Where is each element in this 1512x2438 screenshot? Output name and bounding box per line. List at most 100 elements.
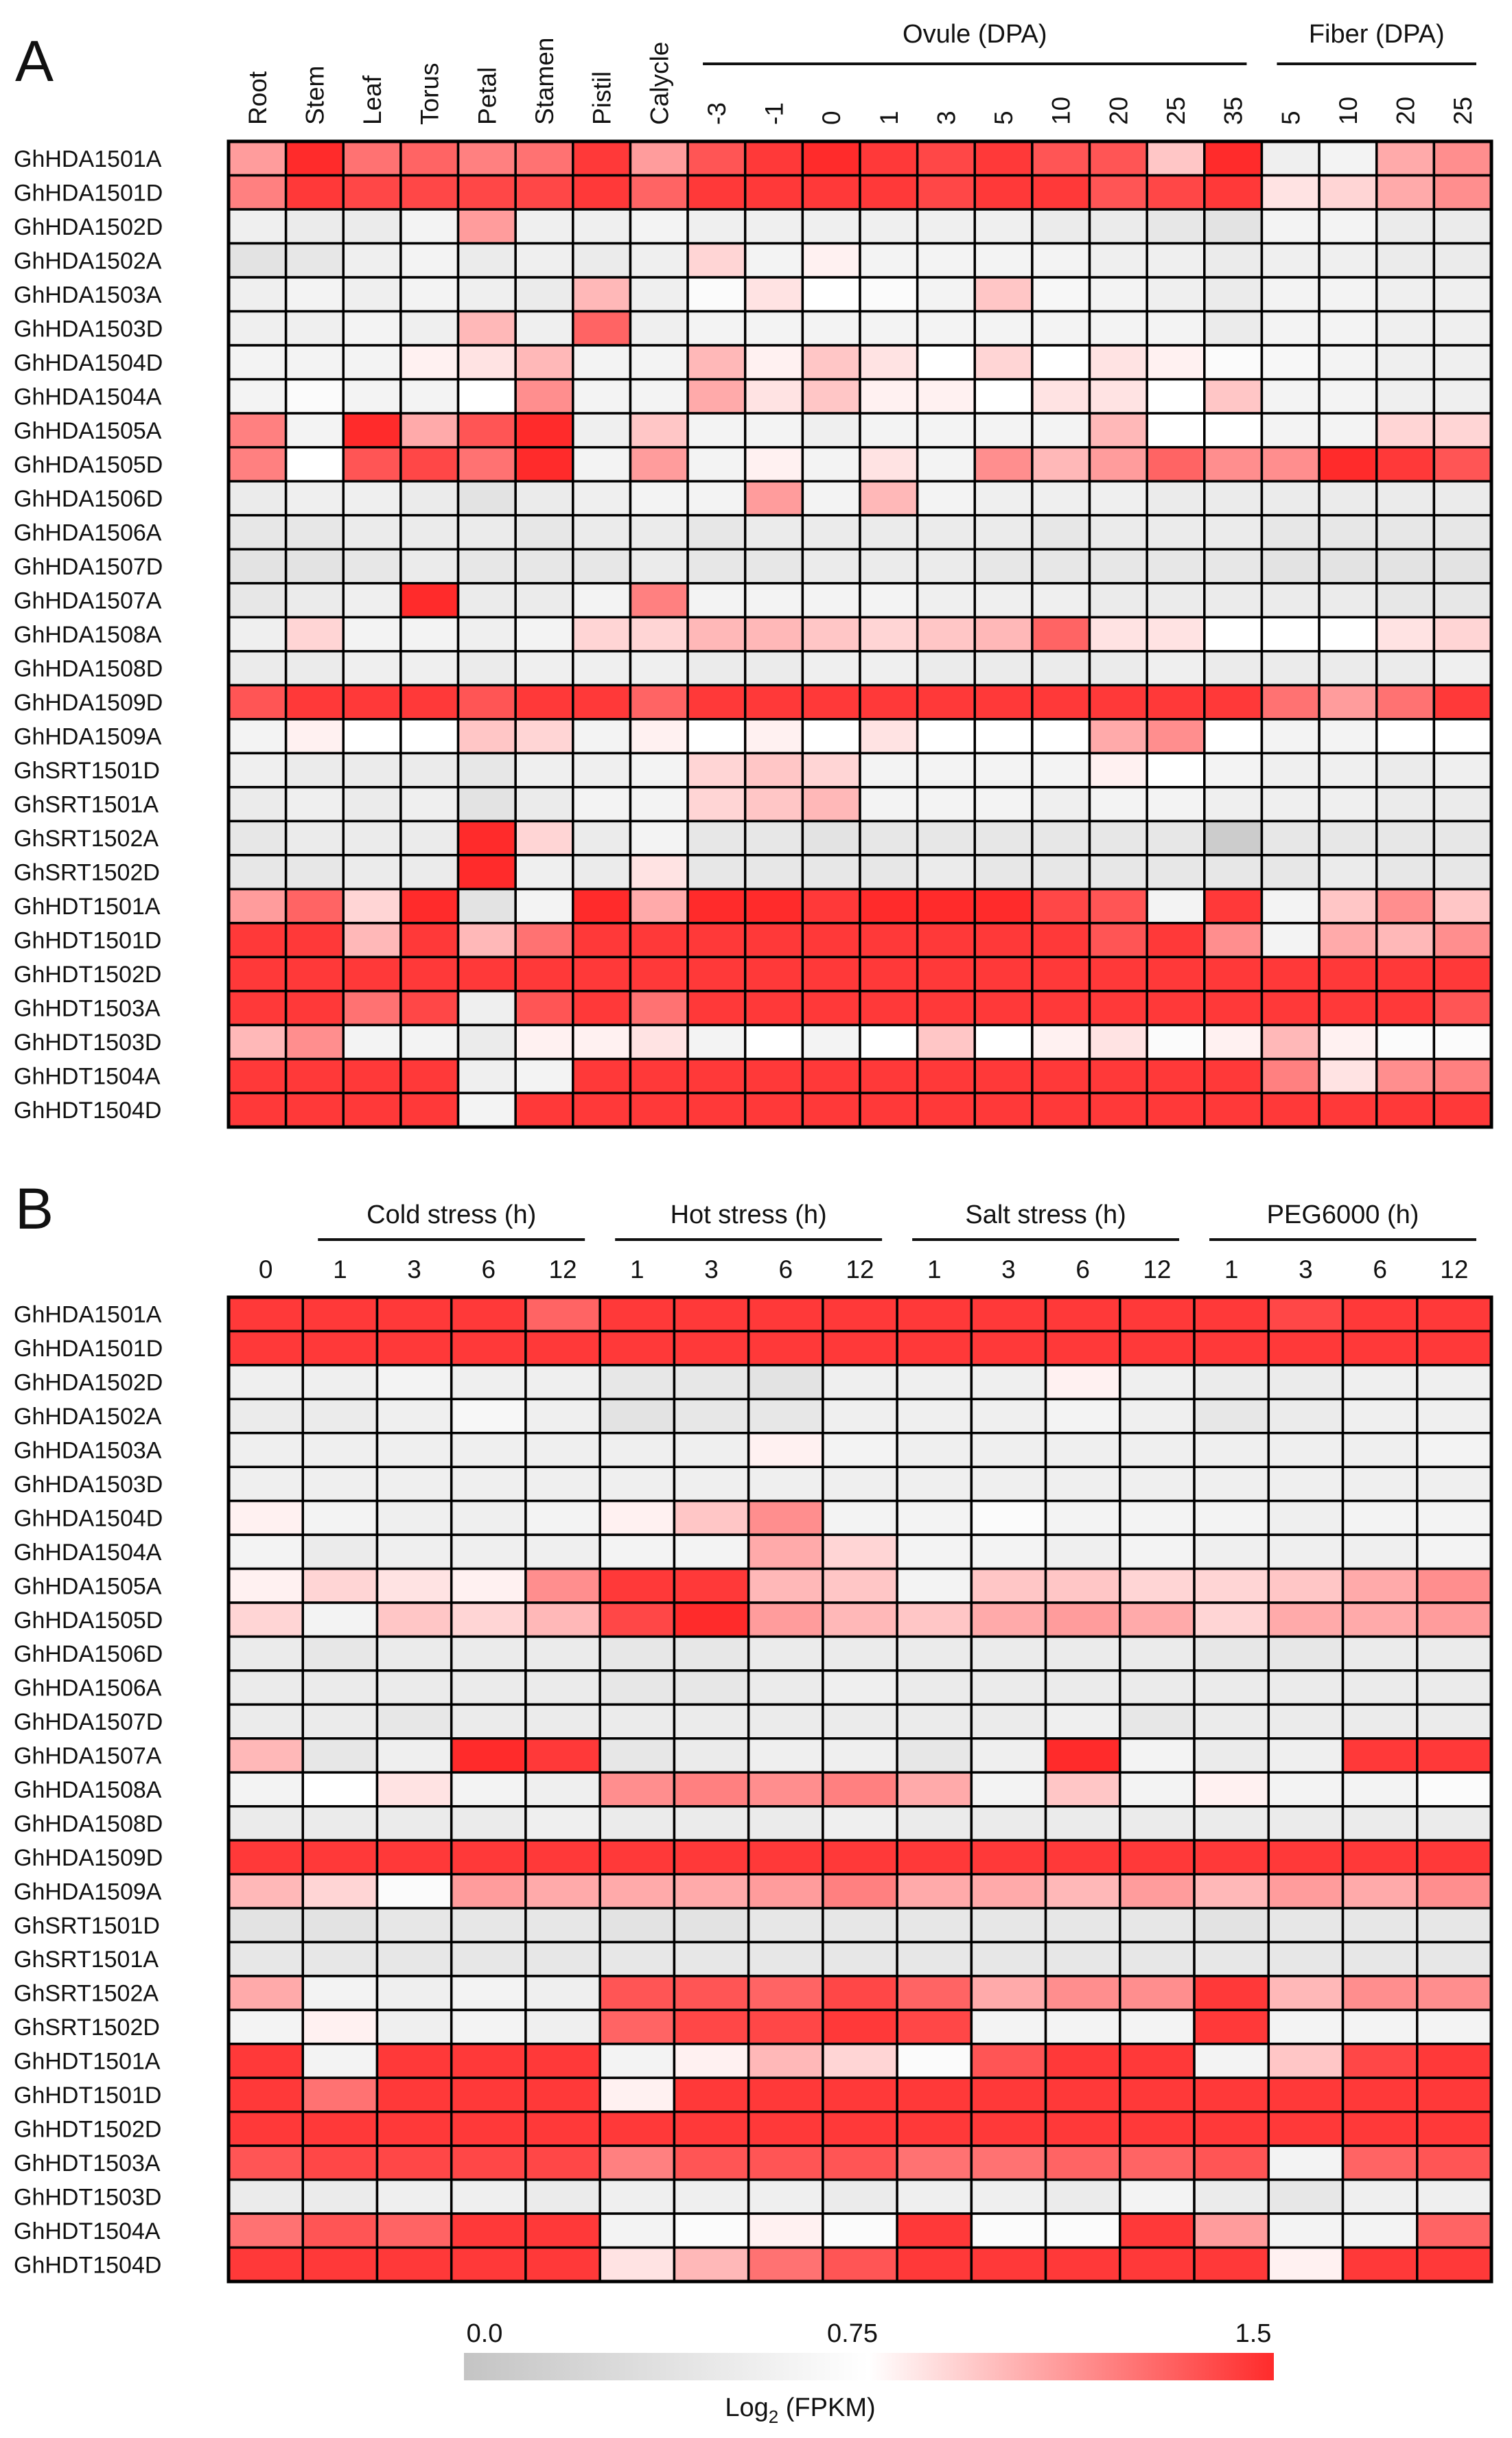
- heatmap-cell: [227, 820, 288, 857]
- heatmap-cell: [514, 854, 574, 891]
- heatmap-cell: [1260, 990, 1321, 1027]
- heatmap-cell: [1267, 2008, 1345, 2045]
- column-group-label: Cold stress (h): [367, 1200, 536, 1229]
- heatmap-cell: [1031, 820, 1091, 857]
- heatmap-cell: [1044, 1533, 1121, 1570]
- heatmap-cell: [1088, 820, 1148, 857]
- heatmap-cell: [450, 1635, 527, 1672]
- heatmap-cell: [1375, 854, 1436, 891]
- heatmap-cell: [1341, 1703, 1419, 1740]
- heatmap-cell: [686, 310, 747, 347]
- heatmap-cell: [801, 990, 861, 1027]
- heatmap-cell: [629, 140, 689, 177]
- heatmap-cell: [1416, 1975, 1493, 2012]
- heatmap-cell: [973, 922, 1034, 959]
- heatmap-cell: [916, 684, 977, 721]
- heatmap-cell: [801, 752, 861, 789]
- row-label: GhHDA1507A: [14, 1743, 162, 1769]
- heatmap-cell: [1119, 1465, 1196, 1502]
- heatmap-cell: [822, 1601, 898, 1638]
- heatmap-cell: [598, 2144, 676, 2181]
- heatmap-cell: [743, 854, 804, 891]
- heatmap-cell: [301, 1940, 379, 1977]
- heatmap-cell: [572, 1091, 632, 1128]
- heatmap-cell: [572, 786, 632, 823]
- heatmap-cell: [686, 445, 747, 483]
- heatmap-cell: [1341, 1364, 1419, 1401]
- heatmap-cell: [822, 1364, 898, 1401]
- heatmap-cell: [1267, 1296, 1345, 1333]
- heatmap-cell: [1088, 412, 1148, 449]
- heatmap-cell: [227, 1023, 288, 1060]
- heatmap-cell: [1267, 2076, 1345, 2113]
- heatmap-cell: [747, 1907, 824, 1944]
- heatmap-cell: [1088, 378, 1148, 415]
- heatmap-cell: [342, 548, 402, 585]
- heatmap-cell: [456, 854, 517, 891]
- heatmap-cell: [1193, 1432, 1270, 1468]
- heatmap-cell: [822, 1940, 898, 1977]
- heatmap-cell: [1267, 2144, 1345, 2181]
- heatmap-cell: [514, 378, 574, 415]
- heatmap-cell: [1031, 581, 1091, 618]
- heatmap-cell: [801, 513, 861, 550]
- row-label: GhHDA1502A: [14, 1404, 162, 1430]
- heatmap-cell: [673, 1499, 750, 1536]
- heatmap-cell: [342, 208, 402, 245]
- heatmap-cell: [1341, 1975, 1419, 2012]
- heatmap-cell: [572, 955, 632, 992]
- heatmap-panel-b: GhHDA1501A GhHDA1501D GhHDA1502D GhHDA1502A…: [14, 1200, 1493, 2284]
- heatmap-panel-a: GhHDA1501A GhHDA1501D GhHDA1502D GhHDA1502A…: [14, 20, 1493, 1129]
- heatmap-cell: [1341, 2212, 1419, 2249]
- heatmap-cell: [1119, 1601, 1196, 1638]
- heatmap-cell: [342, 922, 402, 959]
- heatmap-cell: [1193, 1330, 1270, 1367]
- heatmap-cell: [1088, 990, 1148, 1027]
- heatmap-cell: [1088, 684, 1148, 721]
- heatmap-cell: [859, 412, 919, 449]
- heatmap-cell: [227, 1737, 304, 1774]
- heatmap-cell: [1044, 1397, 1121, 1435]
- heatmap-cell: [524, 2246, 601, 2283]
- heatmap-cell: [524, 2144, 601, 2181]
- heatmap-cell: [822, 2246, 898, 2283]
- heatmap-cell: [970, 1872, 1047, 1909]
- heatmap-cell: [743, 990, 804, 1027]
- column-group-label: Ovule (DPA): [903, 20, 1047, 49]
- heatmap-cell: [686, 990, 747, 1027]
- heatmap-cell: [1260, 854, 1321, 891]
- heatmap-cell: [227, 140, 288, 177]
- heatmap-cell: [1088, 616, 1148, 653]
- heatmap-cell: [916, 412, 977, 449]
- column-label: 10: [1047, 97, 1075, 125]
- heatmap-cell: [598, 1907, 676, 1944]
- heatmap-cell: [227, 1499, 304, 1536]
- heatmap-cell: [1044, 1975, 1121, 2012]
- heatmap-cell: [629, 208, 689, 245]
- heatmap-cell: [572, 276, 632, 313]
- heatmap-cell: [598, 1567, 676, 1604]
- heatmap-cell: [1416, 2144, 1493, 2181]
- heatmap-cell: [1375, 480, 1436, 517]
- heatmap-cell: [970, 1771, 1047, 1808]
- heatmap-cell: [598, 2246, 676, 2283]
- heatmap-cell: [284, 990, 345, 1027]
- heatmap-cell: [673, 2144, 750, 2181]
- row-label: GhHDA1502D: [14, 214, 163, 240]
- row-label: GhHDT1502D: [14, 2116, 161, 2142]
- heatmap-cell: [1044, 1907, 1121, 1944]
- heatmap-cell: [227, 2043, 304, 2080]
- heatmap-cell: [1119, 1804, 1196, 1842]
- heatmap-cell: [301, 1703, 379, 1740]
- heatmap-cell: [743, 684, 804, 721]
- heatmap-cell: [227, 310, 288, 347]
- heatmap-cell: [916, 344, 977, 381]
- heatmap-cell: [284, 378, 345, 415]
- heatmap-cell: [301, 1499, 379, 1536]
- heatmap-cell: [801, 718, 861, 755]
- heatmap-cell: [1375, 1023, 1436, 1060]
- heatmap-cell: [1318, 581, 1378, 618]
- heatmap-cell: [1432, 650, 1493, 687]
- heatmap-cell: [1193, 2212, 1270, 2249]
